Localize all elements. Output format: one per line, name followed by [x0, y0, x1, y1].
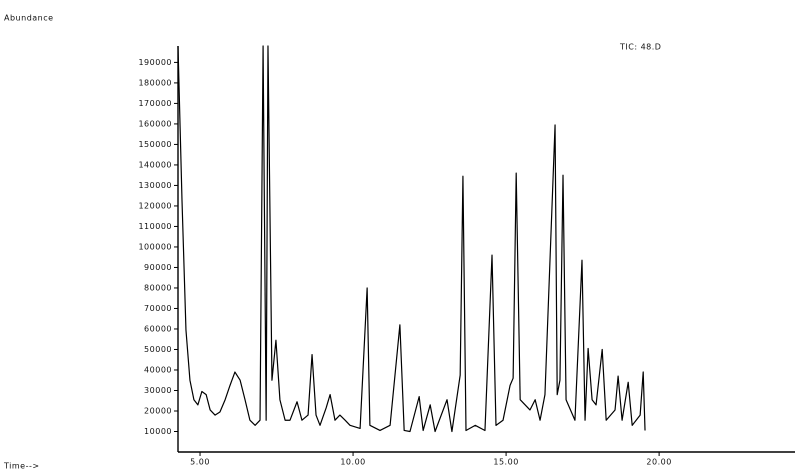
y-tick-label: 60000 [144, 324, 172, 333]
y-tick-label: 20000 [144, 406, 172, 415]
annotation: TIC: 48.D [619, 43, 661, 52]
y-tick-label: 110000 [138, 222, 172, 231]
y-tick-label: 180000 [138, 78, 172, 87]
y-tick-label: 90000 [144, 263, 172, 272]
y-tick-label: 150000 [138, 140, 172, 149]
x-tick-label: 10.00 [340, 458, 365, 467]
y-tick-label: 170000 [138, 99, 172, 108]
y-tick-label: 70000 [144, 304, 172, 313]
y-tick-label: 30000 [144, 386, 172, 395]
x-tick-label: 20.00 [646, 458, 671, 467]
x-tick-label: 5.00 [190, 458, 210, 467]
chart-title: Abundance [4, 14, 54, 23]
y-tick-label: 100000 [138, 242, 172, 251]
trace [177, 45, 646, 433]
x-tick-label: 15.00 [493, 458, 518, 467]
y-tick-label: 190000 [138, 58, 172, 67]
y-tick-label: 40000 [144, 365, 172, 374]
y-tick-label: 80000 [144, 283, 172, 292]
x-axis-label: Time--> [3, 462, 40, 471]
y-tick-label: 120000 [138, 201, 172, 210]
y-tick-label: 140000 [138, 160, 172, 169]
y-tick-label: 10000 [144, 427, 172, 436]
y-tick-label: 130000 [138, 181, 172, 190]
y-tick-label: 50000 [144, 345, 172, 354]
y-tick-label: 160000 [138, 119, 172, 128]
